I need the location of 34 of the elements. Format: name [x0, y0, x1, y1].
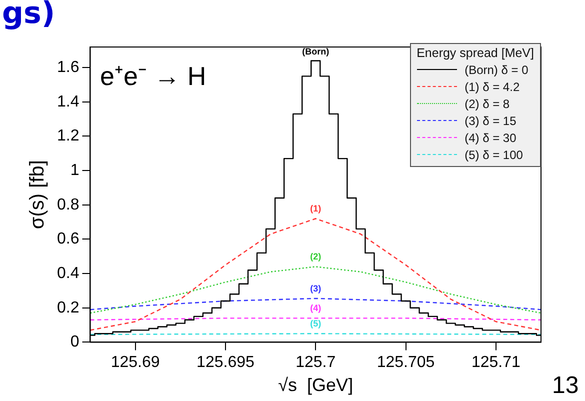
line-series	[90, 218, 541, 331]
y-tick-label: 0.4	[56, 264, 80, 282]
legend-label: (Born) δ = 0	[464, 62, 528, 76]
legend-label: (2) δ = 8	[464, 96, 510, 110]
y-axis-title: σ(s) [fb]	[26, 160, 49, 230]
y-tick-label: 0.6	[56, 230, 80, 248]
y-tick-label: 0.8	[56, 196, 80, 214]
annotation: (Born)	[302, 46, 330, 57]
x-tick-label: 125.7	[296, 354, 336, 372]
y-tick-label: 1	[70, 162, 80, 179]
text: 13	[552, 372, 579, 400]
legend-label: (3) δ = 15	[464, 114, 516, 128]
text: gs)	[2, 0, 56, 31]
legend-label: (4) δ = 30	[464, 130, 516, 144]
x-axis-title: √s [GeV]	[278, 375, 354, 396]
annotation: (5)	[310, 318, 322, 329]
legend-title: Energy spread [MeV]	[416, 46, 534, 60]
x-tick-label: 125.705	[376, 354, 435, 372]
annotation: (4)	[310, 303, 322, 314]
annotation: (2)	[310, 252, 322, 262]
annotation: e⁺e⁻ → H	[100, 60, 206, 93]
annotation: (3)	[310, 283, 322, 294]
y-tick-label: 1.2	[56, 128, 80, 145]
annotation: (1)	[310, 204, 322, 214]
y-tick-label: 0.2	[56, 299, 80, 316]
x-tick-label: 125.695	[196, 354, 254, 372]
x-tick-label: 125.69	[110, 354, 160, 372]
legend-label: (5) δ = 100	[464, 148, 523, 162]
x-tick-label: 125.71	[471, 354, 520, 372]
legend-label: (1) δ = 4.2	[464, 80, 520, 94]
y-tick-label: 0	[70, 334, 80, 351]
y-tick-label: 1.4	[56, 93, 80, 110]
line-series	[90, 266, 541, 314]
y-tick-label: 1.6	[56, 59, 80, 76]
